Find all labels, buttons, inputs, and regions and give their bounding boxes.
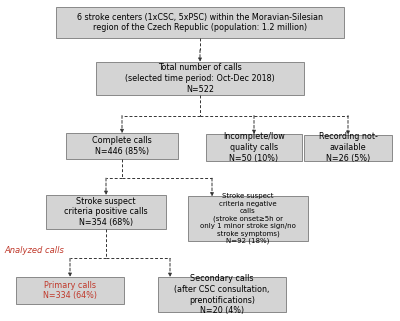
Text: Complete calls
N=446 (85%): Complete calls N=446 (85%) bbox=[92, 136, 152, 156]
FancyBboxPatch shape bbox=[16, 277, 124, 304]
Text: Secondary calls
(after CSC consultation,
prenotifications)
N=20 (4%): Secondary calls (after CSC consultation,… bbox=[174, 274, 270, 315]
Text: Recording not-
available
N=26 (5%): Recording not- available N=26 (5%) bbox=[318, 132, 378, 163]
FancyBboxPatch shape bbox=[46, 195, 166, 229]
FancyBboxPatch shape bbox=[96, 62, 304, 96]
FancyBboxPatch shape bbox=[158, 277, 286, 312]
FancyBboxPatch shape bbox=[66, 133, 178, 159]
Text: 6 stroke centers (1xCSC, 5xPSC) within the Moravian-Silesian
region of the Czech: 6 stroke centers (1xCSC, 5xPSC) within t… bbox=[77, 13, 323, 32]
Text: Stroke suspect
criteria negative
calls
(stroke onset≥5h or
only 1 minor stroke s: Stroke suspect criteria negative calls (… bbox=[200, 194, 296, 244]
FancyBboxPatch shape bbox=[56, 7, 344, 38]
FancyBboxPatch shape bbox=[304, 135, 392, 160]
Text: Incomplete/low
quality calls
N=50 (10%): Incomplete/low quality calls N=50 (10%) bbox=[223, 132, 285, 163]
Text: Total number of calls
(selected time period: Oct-Dec 2018)
N=522: Total number of calls (selected time per… bbox=[125, 63, 275, 94]
Text: Primary calls
N=334 (64%): Primary calls N=334 (64%) bbox=[43, 281, 97, 300]
Text: Analyzed calls: Analyzed calls bbox=[5, 246, 65, 255]
Text: Stroke suspect
criteria positive calls
N=354 (68%): Stroke suspect criteria positive calls N… bbox=[64, 196, 148, 227]
FancyBboxPatch shape bbox=[188, 196, 308, 241]
FancyBboxPatch shape bbox=[206, 134, 302, 161]
